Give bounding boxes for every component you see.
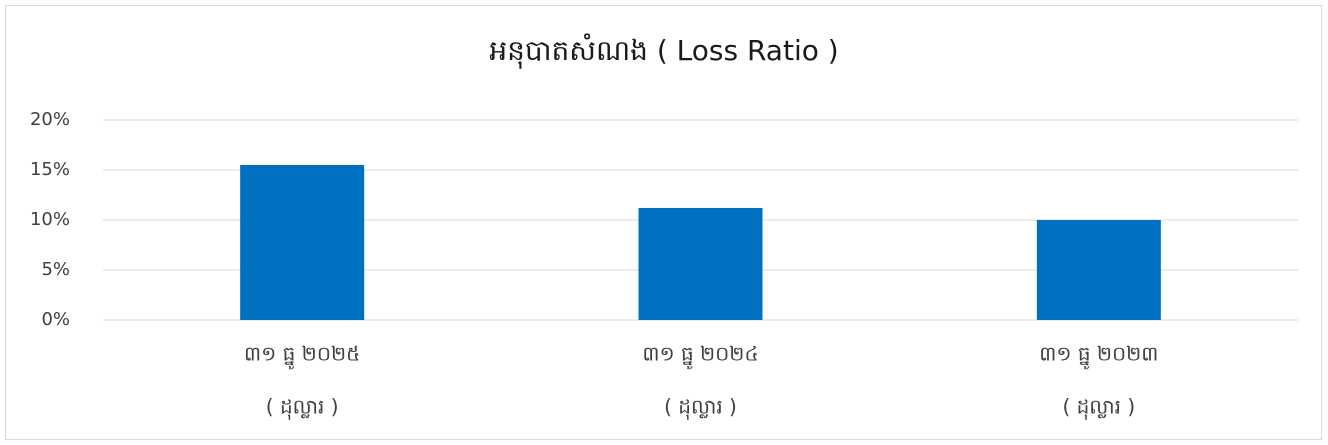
y-tick-label: 20% — [30, 109, 70, 130]
y-tick-label: 5% — [41, 259, 70, 280]
x-tick-label: ៣១ ធ្នូ ២០២៣ — [1039, 342, 1158, 370]
x-tick-label: ( ដុល្លារ ) — [266, 395, 339, 421]
chart-title: អនុបាតសំណង ( Loss Ratio ) — [489, 33, 838, 69]
bar — [638, 208, 763, 320]
x-tick-label: ៣១ ធ្នូ ២០២៤ — [642, 342, 758, 370]
bar — [1036, 220, 1161, 320]
y-tick-label: 0% — [41, 309, 70, 330]
y-tick-label: 15% — [30, 159, 70, 180]
y-tick-label: 10% — [30, 209, 70, 230]
x-tick-label: ( ដុល្លារ ) — [1062, 395, 1135, 421]
bar — [240, 165, 365, 320]
x-tick-label: ( ដុល្លារ ) — [664, 395, 737, 421]
x-tick-label: ៣១ ធ្នូ ២០២៥ — [244, 342, 360, 370]
